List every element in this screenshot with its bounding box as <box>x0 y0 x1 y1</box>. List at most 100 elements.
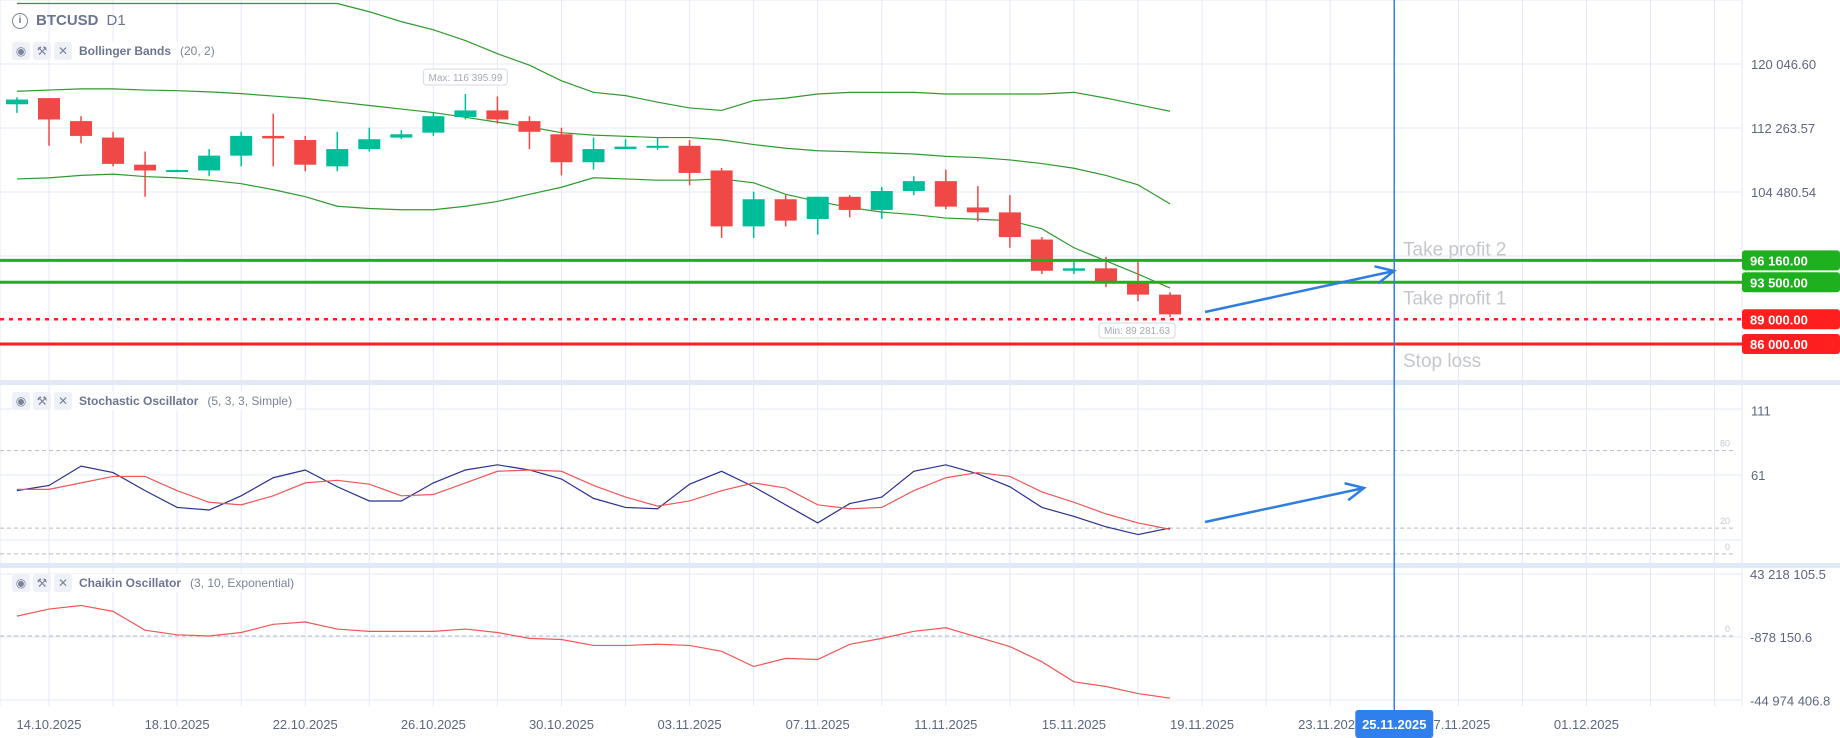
wrench-icon[interactable]: ⚒ <box>33 42 51 60</box>
candle-bullish[interactable] <box>806 196 829 219</box>
candle-bullish[interactable] <box>326 149 349 167</box>
candle-bearish[interactable] <box>70 121 93 136</box>
candle-bearish[interactable] <box>966 207 989 213</box>
close-icon[interactable]: ✕ <box>54 574 72 592</box>
candle-bullish[interactable] <box>422 116 445 133</box>
symbol-name: BTCUSD <box>36 12 99 29</box>
candle-bearish[interactable] <box>1127 282 1150 295</box>
candle-bearish[interactable] <box>998 212 1021 238</box>
take-profit-price-badge <box>1742 272 1840 293</box>
chaikin-zero-label: 0 <box>1725 624 1730 634</box>
date-axis-label: 11.11.2025 <box>914 717 977 732</box>
entry-price-label: 89 000.00 <box>1750 312 1808 327</box>
indicator-name: Chaikin Oscillator <box>79 576 182 590</box>
candle-bullish[interactable] <box>1062 268 1085 271</box>
candle-bearish[interactable] <box>1030 239 1053 271</box>
indicator-name: Stochastic Oscillator <box>79 394 199 408</box>
info-icon[interactable]: i <box>12 12 28 29</box>
legend-stochastic: ◉ ⚒ ✕ Stochastic Oscillator (5, 3, 3, Si… <box>12 392 297 410</box>
date-axis-label: 03.11.2025 <box>658 717 722 732</box>
eye-icon[interactable]: ◉ <box>12 42 30 60</box>
candle-bullish[interactable] <box>646 145 669 148</box>
candle-bullish[interactable] <box>5 99 28 105</box>
stoch-tick-label: 111 <box>1751 404 1771 419</box>
close-icon[interactable]: ✕ <box>54 392 72 410</box>
candle-bearish[interactable] <box>262 135 285 139</box>
candle-bearish[interactable] <box>518 121 541 132</box>
price-tick-label: 112 263.57 <box>1751 121 1815 136</box>
eye-icon[interactable]: ◉ <box>12 392 30 410</box>
candle-bullish[interactable] <box>454 110 477 118</box>
candle-bearish[interactable] <box>134 164 157 171</box>
date-axis-label: 15.11.2025 <box>1042 717 1106 732</box>
bollinger-middle-line <box>16 88 1171 205</box>
stoch-trend-arrow[interactable] <box>1204 482 1367 524</box>
date-axis-label: 30.10.2025 <box>529 717 594 732</box>
stoch-tick-label: 61 <box>1751 468 1765 483</box>
candle-bearish[interactable] <box>1159 294 1182 315</box>
timeframe[interactable]: D1 <box>106 12 126 29</box>
max-price-tooltip <box>422 68 508 86</box>
date-axis-label: 22.10.2025 <box>273 717 338 732</box>
min-price-tooltip <box>1098 322 1176 339</box>
eye-icon[interactable]: ◉ <box>12 574 30 592</box>
stoch-band-label: 20 <box>1720 516 1730 526</box>
date-axis-label: 07.11.2025 <box>786 717 850 732</box>
stop-level-name: Stop loss <box>1403 351 1481 372</box>
pane-separator <box>0 563 1840 568</box>
take-profit-price-label: 93 500.00 <box>1750 275 1808 290</box>
take-profit-level-name: Take profit 1 <box>1403 288 1507 309</box>
candle-bearish[interactable] <box>774 199 797 221</box>
candle-bullish[interactable] <box>870 191 893 210</box>
candle-bearish[interactable] <box>710 170 733 227</box>
price-trend-arrow[interactable] <box>1204 265 1397 314</box>
take-profit-price-badge <box>1742 250 1840 271</box>
candle-bearish[interactable] <box>838 196 861 210</box>
candle-bearish[interactable] <box>1094 268 1117 283</box>
candle-bullish[interactable] <box>614 146 637 150</box>
min-price-label: Min: 89 281.63 <box>1104 326 1171 337</box>
candle-bearish[interactable] <box>486 110 509 120</box>
candle-bullish[interactable] <box>902 181 925 192</box>
indicator-params: (20, 2) <box>180 44 215 58</box>
candle-bearish[interactable] <box>678 145 701 173</box>
stop-price-label: 86 000.00 <box>1750 337 1808 352</box>
candle-bullish[interactable] <box>230 135 253 156</box>
date-axis-label: 26.10.2025 <box>401 717 466 732</box>
close-icon[interactable]: ✕ <box>54 42 72 60</box>
indicator-params: (3, 10, Exponential) <box>190 576 295 590</box>
crosshair-date-label: 25.11.2025 <box>1362 717 1426 732</box>
stoch-band-label: 80 <box>1720 439 1730 449</box>
candle-bearish[interactable] <box>294 140 317 165</box>
bollinger-upper-line <box>16 2 1171 112</box>
stoch-k-line <box>16 464 1171 536</box>
date-axis-label: 14.10.2025 <box>16 717 81 732</box>
legend-chaikin: ◉ ⚒ ✕ Chaikin Oscillator (3, 10, Exponen… <box>12 574 299 592</box>
max-price-label: Max: 116 395.99 <box>429 73 503 84</box>
candle-bullish[interactable] <box>582 149 605 163</box>
stoch-d-line <box>16 469 1171 530</box>
candle-bullish[interactable] <box>198 155 221 171</box>
indicator-name: Bollinger Bands <box>79 44 172 58</box>
candle-bearish[interactable] <box>550 134 573 163</box>
candle-bullish[interactable] <box>390 134 413 138</box>
candle-bearish[interactable] <box>934 181 957 207</box>
take-profit-level-name: Take profit 2 <box>1403 239 1507 260</box>
legend-bollinger: ◉ ⚒ ✕ Bollinger Bands (20, 2) <box>12 42 219 60</box>
symbol-header: i BTCUSD D1 <box>12 12 126 29</box>
wrench-icon[interactable]: ⚒ <box>33 574 51 592</box>
chaikin-line <box>16 604 1171 699</box>
candle-bearish[interactable] <box>38 98 60 120</box>
indicator-params: (5, 3, 3, Simple) <box>207 394 293 408</box>
candle-bullish[interactable] <box>358 139 381 150</box>
candle-bullish[interactable] <box>742 199 765 227</box>
candle-bullish[interactable] <box>166 170 189 173</box>
wrench-icon[interactable]: ⚒ <box>33 392 51 410</box>
candle-bearish[interactable] <box>102 137 125 164</box>
bollinger-lower-line <box>16 173 1171 289</box>
date-axis-label: 19.11.2025 <box>1170 717 1234 732</box>
date-axis-label: 23.11.2025 <box>1298 717 1362 732</box>
take-profit-price-label: 96 160.00 <box>1750 253 1808 268</box>
chaikin-tick-label: -44 974 406.8 <box>1750 694 1830 709</box>
